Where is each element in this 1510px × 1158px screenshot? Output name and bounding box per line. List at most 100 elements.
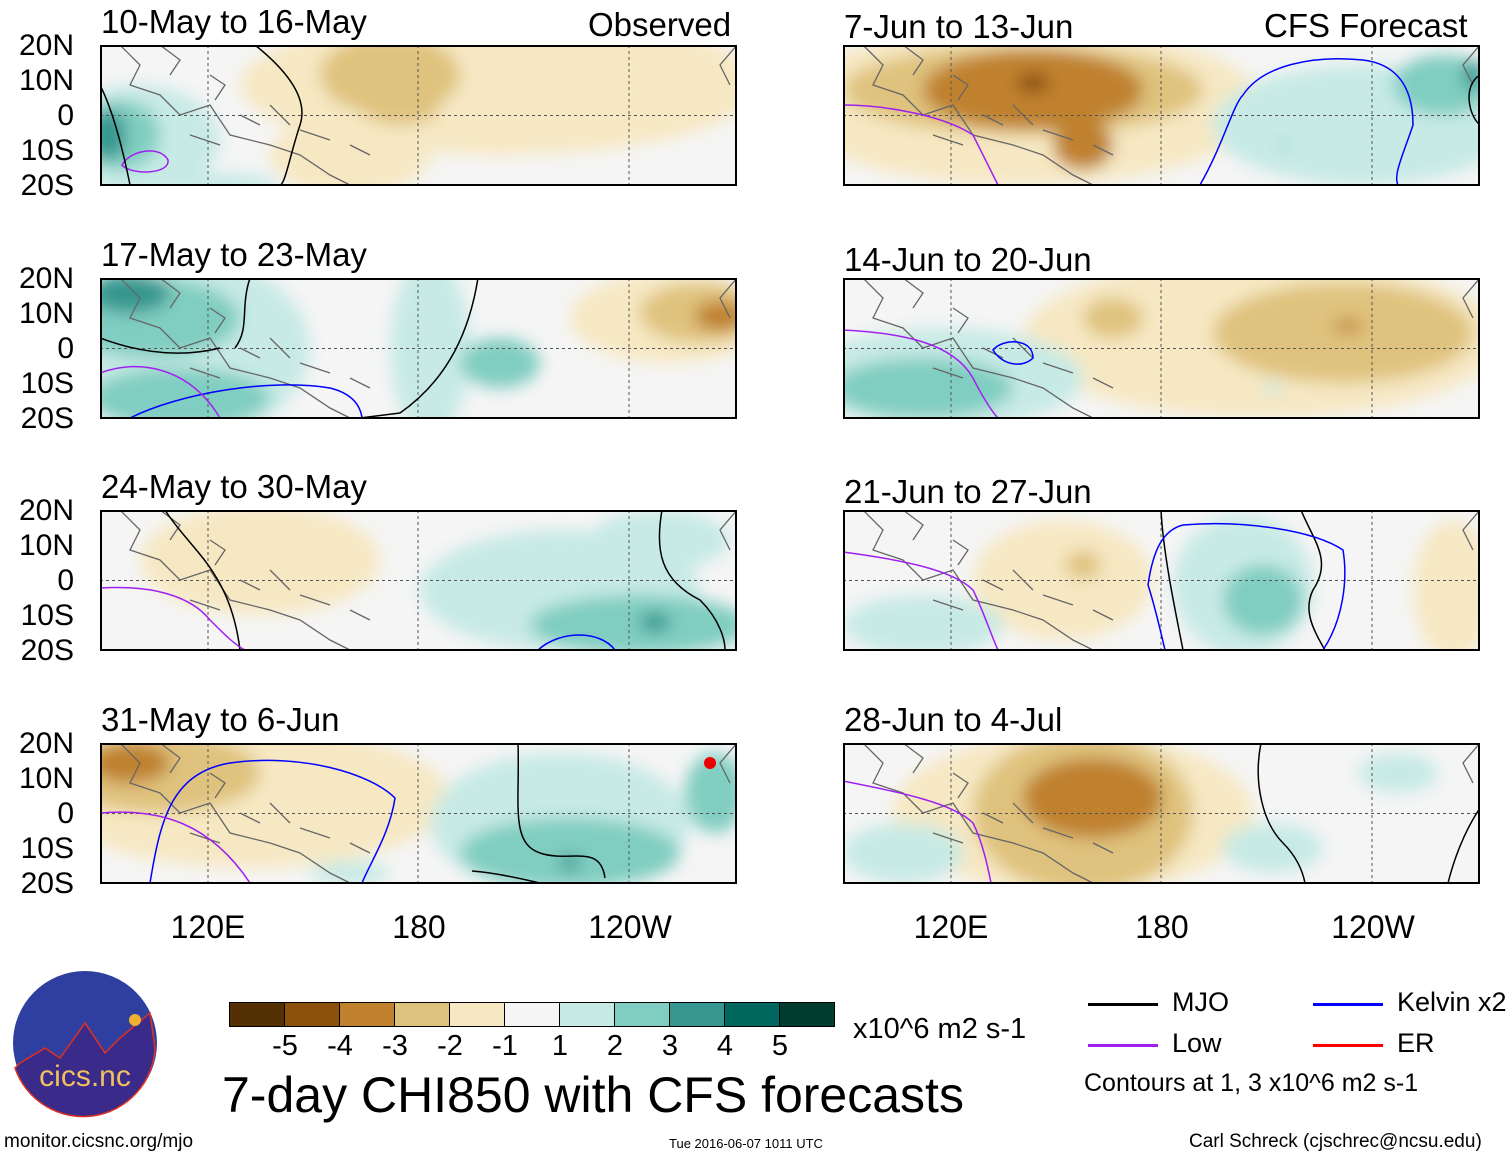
anomaly-region <box>140 510 380 615</box>
lat-tick-label: 20S <box>20 402 74 435</box>
mode-contour <box>843 551 999 651</box>
colorbar <box>229 1002 835 1027</box>
mode-contour <box>100 365 221 419</box>
anomaly-region <box>100 743 170 783</box>
map-panel <box>100 743 737 884</box>
anomaly-region <box>1358 753 1438 793</box>
map-panel <box>843 278 1480 419</box>
colorbar-swatch <box>780 1003 834 1026</box>
anomaly-region <box>1333 320 1363 332</box>
colorbar-swatch <box>560 1003 615 1026</box>
lat-tick-label: 20S <box>20 169 74 202</box>
anomaly-region <box>530 595 737 651</box>
colorbar-swatch <box>230 1003 285 1026</box>
mode-contour <box>254 45 303 186</box>
legend-line <box>1088 1003 1158 1006</box>
anomaly-region <box>1263 382 1283 394</box>
anomaly-region <box>1463 60 1480 90</box>
mode-contour <box>843 329 999 419</box>
colorbar-swatch <box>340 1003 395 1026</box>
anomaly-region <box>973 520 1153 640</box>
column-label: CFS Forecast <box>1264 7 1468 44</box>
mode-contour <box>121 150 169 173</box>
colorbar-label: -2 <box>437 1030 463 1062</box>
mode-contour <box>843 780 992 884</box>
mode-contour <box>164 510 241 651</box>
figure-title: 7-day CHI850 with CFS forecasts <box>222 1067 964 1123</box>
lon-tick-label: 120E <box>170 909 246 945</box>
colorbar-label: 5 <box>771 1030 789 1062</box>
contour-note: Contours at 1, 3 x10^6 m2 s-1 <box>1084 1069 1419 1097</box>
panel-title: 24-May to 30-May <box>101 468 367 505</box>
colorbar-label: -4 <box>327 1030 353 1062</box>
colorbar-label: -3 <box>382 1030 408 1062</box>
column-label: Observed <box>588 6 732 43</box>
anomaly-region <box>460 338 540 388</box>
anomaly-region <box>1065 551 1101 579</box>
source-url[interactable]: monitor.cicsnc.org/mjo <box>4 1131 194 1152</box>
anomaly-region <box>1278 141 1288 149</box>
mode-contour <box>517 743 606 879</box>
legend-line <box>1088 1044 1158 1047</box>
lat-tick-label: 10S <box>20 599 74 632</box>
colorbar-swatch <box>395 1003 450 1026</box>
anomaly-region <box>1223 565 1303 635</box>
colorbar-swatch <box>285 1003 340 1026</box>
lon-tick-label: 120W <box>588 909 672 945</box>
lat-tick-label: 10N <box>18 529 74 562</box>
svg-text:cics.nc: cics.nc <box>39 1060 131 1093</box>
mode-contour <box>100 84 131 186</box>
panel-title: 21-Jun to 27-Jun <box>844 473 1092 510</box>
panel-title: 7-Jun to 13-Jun <box>844 8 1074 45</box>
anomaly-region <box>1083 298 1143 338</box>
lat-tick-label: 0 <box>57 564 74 597</box>
mode-contour <box>1160 510 1184 651</box>
map-panel <box>100 510 737 651</box>
map-panel <box>100 45 737 186</box>
map-panel <box>843 45 1480 186</box>
anomaly-region <box>1017 73 1049 93</box>
colorbar-label: 1 <box>551 1030 569 1062</box>
mode-contour <box>658 510 726 651</box>
lat-tick-label: 20S <box>20 867 74 900</box>
mode-contour <box>1199 58 1414 186</box>
mode-contour <box>1447 807 1480 884</box>
anomaly-region <box>460 818 680 884</box>
colorbar-label: 3 <box>661 1030 679 1062</box>
anomaly-region <box>100 368 270 419</box>
lon-tick-label: 120W <box>1331 909 1415 945</box>
lat-tick-label: 20N <box>18 727 74 760</box>
anomaly-region <box>1213 283 1473 383</box>
lat-tick-label: 10N <box>18 297 74 330</box>
anomaly-region <box>100 278 170 313</box>
mode-contour <box>359 278 479 419</box>
panel-frame <box>843 278 1480 419</box>
er-marker <box>704 757 716 769</box>
panel-title: 17-May to 23-May <box>101 236 367 273</box>
mode-contour <box>100 586 246 651</box>
colorbar-label: -5 <box>272 1030 298 1062</box>
panel-frame <box>100 278 737 419</box>
anomaly-region <box>640 612 670 632</box>
lat-tick-label: 0 <box>57 99 74 132</box>
lat-tick-label: 10S <box>20 832 74 865</box>
mode-contour <box>1257 743 1306 884</box>
legend-label: ER <box>1397 1028 1435 1058</box>
panel-frame <box>100 45 737 186</box>
colorbar-swatch <box>615 1003 670 1026</box>
colorbar-swatch <box>450 1003 505 1026</box>
mode-contour <box>1468 74 1480 126</box>
mode-contour <box>149 759 396 884</box>
colorbar-label: 4 <box>716 1030 734 1062</box>
panel-title: 28-Jun to 4-Jul <box>844 701 1063 738</box>
panel-title: 14-Jun to 20-Jun <box>844 241 1092 278</box>
legend-label: Kelvin x2 <box>1397 987 1507 1017</box>
panel-frame <box>100 743 737 884</box>
anomaly-region <box>1053 120 1113 170</box>
panel-title: 31-May to 6-Jun <box>101 701 340 738</box>
anomaly-region <box>1223 823 1323 873</box>
lat-tick-label: 0 <box>57 332 74 365</box>
mode-contour <box>234 278 251 349</box>
mode-contour <box>843 104 999 186</box>
